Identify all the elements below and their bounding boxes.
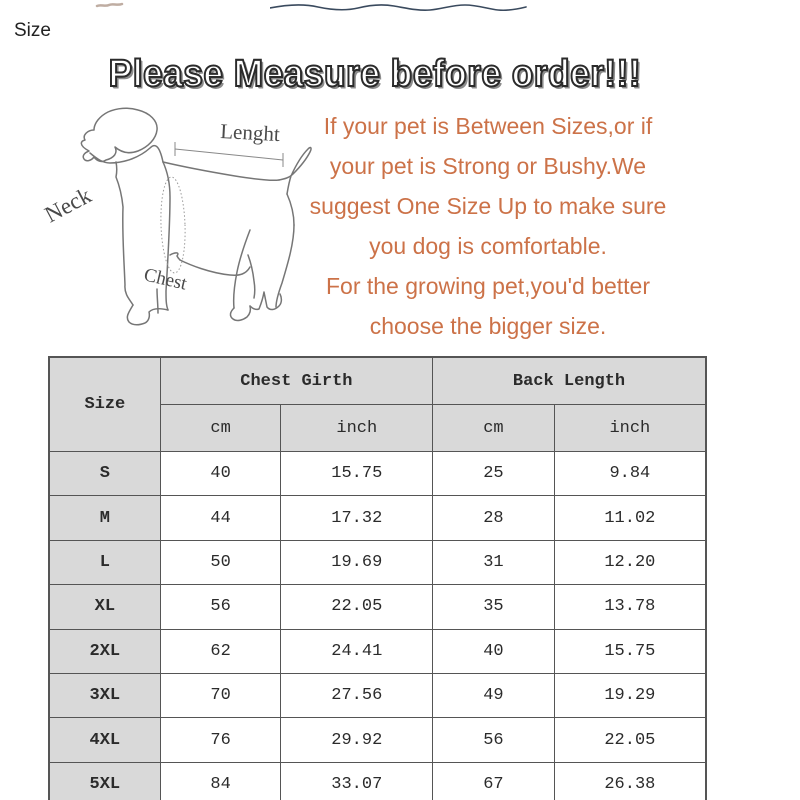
svg-text:Neck: Neck	[41, 182, 96, 227]
svg-text:Lenght: Lenght	[220, 119, 281, 146]
svg-text:Chest: Chest	[142, 264, 190, 294]
